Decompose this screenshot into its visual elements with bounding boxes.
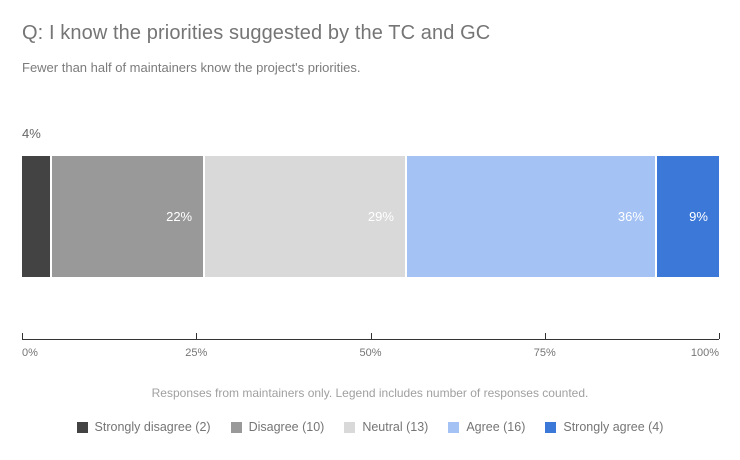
- chart-legend: Strongly disagree (2) Disagree (10) Neutra…: [0, 421, 740, 434]
- axis-tick: [196, 333, 198, 339]
- segment-gap: [49, 156, 52, 277]
- legend-label: Strongly agree (4): [563, 420, 664, 434]
- segment-value-label: 9%: [689, 209, 708, 224]
- bar-segment-neutral[interactable]: 29%: [205, 156, 405, 277]
- bar-segment-strongly-disagree[interactable]: 4%: [22, 127, 50, 277]
- chart-footnote: Responses from maintainers only. Legend …: [151, 386, 589, 400]
- segment-gap: [654, 156, 657, 277]
- bar-segment-disagree[interactable]: 22%: [51, 156, 204, 277]
- x-axis: 0% 25% 50% 75% 100%: [22, 333, 720, 359]
- bar-segment-strongly-agree[interactable]: 9%: [656, 156, 719, 277]
- legend-label: Agree (16): [466, 420, 526, 434]
- legend-swatch-icon: [230, 421, 242, 433]
- legend-swatch-icon: [545, 421, 557, 433]
- plot-area: 4% 22% 29% 36% 9%: [22, 127, 719, 277]
- segment-gap: [203, 156, 206, 277]
- segment-gap: [404, 156, 407, 277]
- legend-item[interactable]: Disagree (10): [230, 420, 325, 434]
- chart-subtitle: Fewer than half of maintainers know the …: [22, 60, 361, 75]
- chart-title: Q: I know the priorities suggested by th…: [22, 22, 491, 44]
- segment-value-label: 36%: [617, 209, 644, 224]
- axis-tick-label: 25%: [185, 347, 208, 359]
- axis-tick: [22, 333, 23, 339]
- segment-value-label: 22%: [166, 209, 193, 224]
- bar-segment-agree[interactable]: 36%: [406, 156, 655, 277]
- legend-label: Disagree (10): [248, 420, 325, 434]
- axis-tick: [370, 333, 372, 339]
- segment-value-label: 4%: [22, 126, 41, 141]
- legend-item[interactable]: Agree (16): [448, 421, 525, 434]
- stacked-bar-series: 4% 22% 29% 36% 9%: [22, 127, 719, 277]
- legend-label: Neutral (13): [362, 420, 429, 434]
- legend-label: Strongly disagree (2): [94, 420, 211, 434]
- segment-value-label: 29%: [367, 209, 394, 224]
- legend-swatch-icon: [448, 421, 460, 433]
- axis-tick-label: 100%: [690, 347, 719, 359]
- legend-item[interactable]: Neutral (13): [344, 421, 428, 434]
- axis-tick-label: 75%: [533, 347, 556, 359]
- legend-swatch-icon: [344, 421, 356, 433]
- axis-tick-label: 50%: [359, 347, 382, 359]
- axis-tick: [719, 333, 720, 339]
- legend-item[interactable]: Strongly disagree (2): [76, 420, 211, 434]
- axis-tick-label: 0%: [22, 347, 38, 359]
- axis-tick: [544, 333, 546, 339]
- legend-swatch-icon: [76, 421, 88, 433]
- legend-item[interactable]: Strongly agree (4): [545, 421, 663, 434]
